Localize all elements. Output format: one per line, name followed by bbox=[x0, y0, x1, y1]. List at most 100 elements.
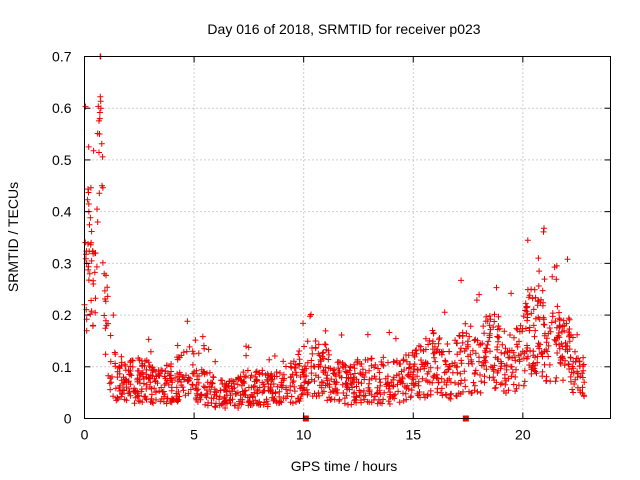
data-point bbox=[484, 341, 491, 348]
data-point bbox=[105, 372, 112, 379]
plot-frame bbox=[84, 56, 611, 419]
data-point bbox=[146, 363, 153, 370]
data-point bbox=[522, 300, 529, 307]
data-point bbox=[419, 375, 426, 382]
data-point bbox=[142, 358, 148, 365]
data-point bbox=[481, 373, 488, 380]
data-point bbox=[569, 386, 576, 393]
data-point bbox=[552, 318, 559, 325]
data-point bbox=[339, 381, 346, 388]
data-point bbox=[185, 390, 192, 397]
data-point bbox=[318, 358, 325, 365]
data-point bbox=[495, 367, 502, 374]
data-point bbox=[335, 369, 342, 376]
data-point bbox=[90, 277, 97, 284]
data-point bbox=[269, 394, 276, 401]
data-point bbox=[457, 349, 464, 355]
data-point bbox=[565, 315, 572, 322]
data-point bbox=[227, 399, 234, 406]
data-point bbox=[520, 382, 527, 389]
data-point bbox=[204, 402, 211, 409]
data-point bbox=[222, 405, 229, 411]
data-point bbox=[112, 351, 119, 358]
data-point bbox=[345, 374, 352, 381]
data-point bbox=[566, 346, 573, 353]
data-point bbox=[127, 392, 134, 399]
data-point bbox=[554, 350, 561, 356]
data-point bbox=[232, 402, 239, 409]
data-point bbox=[199, 333, 206, 340]
data-point bbox=[452, 362, 458, 369]
data-point bbox=[288, 373, 295, 380]
data-point bbox=[579, 363, 586, 369]
data-point bbox=[481, 354, 488, 361]
data-point bbox=[114, 374, 121, 381]
data-point bbox=[178, 382, 185, 389]
data-point bbox=[300, 320, 306, 327]
data-point bbox=[96, 109, 103, 116]
data-point bbox=[391, 359, 397, 365]
data-point bbox=[446, 363, 453, 370]
data-point bbox=[88, 257, 95, 264]
data-point bbox=[520, 355, 527, 362]
data-point bbox=[493, 379, 500, 386]
x-tick-label: 10 bbox=[296, 427, 312, 443]
data-point bbox=[168, 368, 175, 375]
data-point bbox=[189, 348, 196, 355]
data-point bbox=[326, 394, 333, 401]
data-point bbox=[454, 369, 461, 376]
data-point bbox=[566, 338, 573, 345]
data-point bbox=[552, 337, 559, 344]
data-point bbox=[326, 351, 332, 358]
data-point bbox=[342, 368, 349, 375]
data-point bbox=[183, 348, 190, 355]
data-point bbox=[164, 395, 171, 402]
data-point bbox=[458, 357, 465, 364]
data-point bbox=[272, 397, 279, 404]
data-point bbox=[193, 367, 200, 374]
data-point bbox=[539, 287, 546, 294]
data-point bbox=[283, 384, 290, 391]
data-point bbox=[567, 354, 574, 361]
y-tick-label: 0.4 bbox=[52, 204, 72, 220]
data-point bbox=[500, 388, 507, 394]
data-point bbox=[370, 397, 377, 403]
data-point bbox=[438, 351, 445, 358]
data-point bbox=[342, 380, 349, 387]
data-point bbox=[283, 363, 289, 370]
y-tick-label: 0.6 bbox=[52, 100, 72, 116]
data-point bbox=[126, 385, 133, 392]
data-point bbox=[112, 363, 119, 370]
data-point bbox=[406, 364, 413, 371]
data-point bbox=[208, 400, 215, 407]
data-point bbox=[176, 393, 183, 400]
data-point bbox=[497, 381, 504, 388]
data-point bbox=[481, 347, 488, 354]
data-point bbox=[131, 389, 138, 395]
data-point bbox=[535, 255, 542, 262]
data-point bbox=[305, 379, 312, 386]
data-point bbox=[169, 397, 175, 404]
data-point bbox=[472, 336, 479, 343]
data-point bbox=[290, 358, 297, 365]
data-point bbox=[166, 372, 173, 379]
data-point bbox=[145, 359, 152, 366]
data-point bbox=[291, 383, 298, 390]
data-point bbox=[104, 284, 111, 291]
data-point bbox=[549, 313, 556, 320]
data-point bbox=[192, 395, 199, 402]
data-point bbox=[121, 396, 128, 403]
data-point bbox=[501, 363, 508, 369]
data-point bbox=[540, 299, 547, 306]
data-point bbox=[474, 388, 481, 395]
data-point bbox=[308, 357, 315, 364]
data-point bbox=[250, 384, 257, 390]
data-point bbox=[496, 325, 503, 332]
data-point bbox=[366, 388, 373, 395]
data-point bbox=[320, 379, 327, 386]
data-point bbox=[534, 353, 541, 360]
data-point bbox=[486, 313, 493, 319]
data-point bbox=[120, 374, 127, 381]
data-point bbox=[432, 358, 439, 365]
data-point bbox=[248, 372, 255, 379]
